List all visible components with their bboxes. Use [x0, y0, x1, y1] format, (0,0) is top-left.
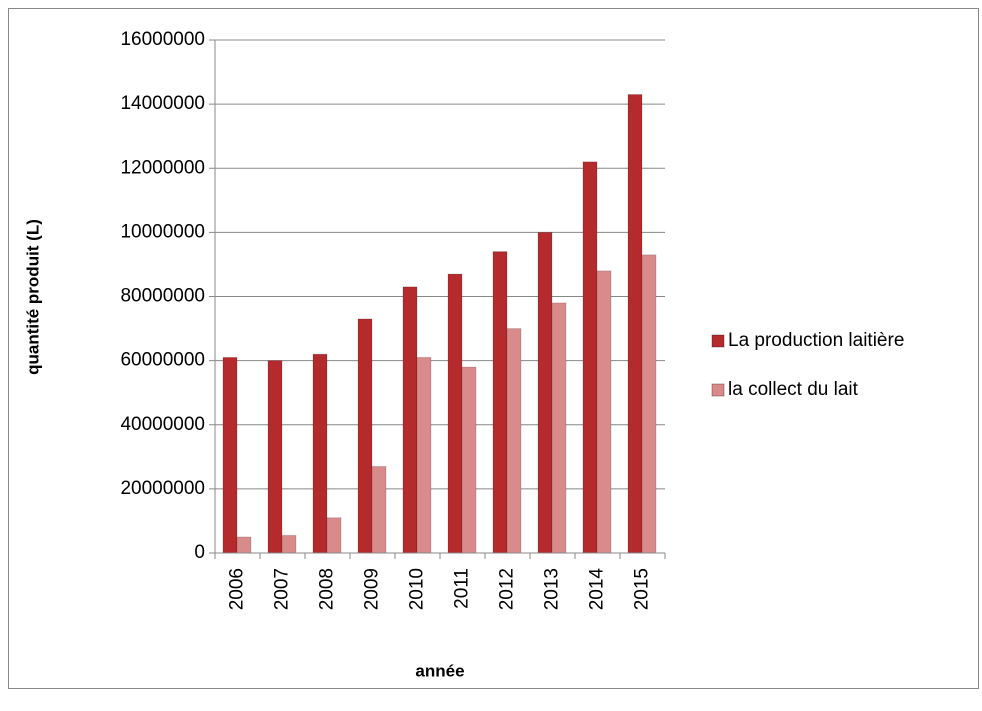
- bar: [326, 517, 342, 554]
- y-tick-label: 16000000: [120, 29, 205, 50]
- y-tick-label: 40000000: [120, 414, 205, 435]
- bar: [357, 318, 373, 554]
- bar: [416, 356, 432, 554]
- x-tick-label: 2010: [407, 568, 428, 610]
- y-tick-label: 14000000: [120, 93, 205, 114]
- x-tick-label: 2009: [362, 568, 383, 610]
- bar: [461, 366, 477, 554]
- legend-label: La production laitière: [728, 330, 904, 351]
- bar: [447, 273, 463, 554]
- y-tick-label: 20000000: [120, 478, 205, 499]
- bar: [281, 534, 297, 554]
- y-tick-label: 0: [194, 542, 205, 563]
- x-axis-label: année: [415, 661, 464, 680]
- x-tick-label: 2008: [317, 568, 338, 610]
- bar: [627, 94, 643, 554]
- bar: [267, 360, 283, 554]
- y-tick-label: 10000000: [120, 221, 205, 242]
- legend-marker: [711, 383, 725, 397]
- x-tick-label: 2012: [497, 568, 518, 610]
- y-tick-label: 80000000: [120, 286, 205, 307]
- x-tick-label: 2011: [452, 568, 473, 609]
- y-axis-label: quantité produit (L): [23, 219, 42, 375]
- bar: [371, 465, 387, 554]
- x-tick-label: 2014: [587, 568, 608, 611]
- bar: [641, 254, 657, 554]
- bar: [582, 161, 598, 554]
- bar: [236, 536, 252, 554]
- x-tick-label: 2006: [227, 568, 248, 610]
- bar: [596, 270, 612, 554]
- y-tick-label: 60000000: [120, 350, 205, 371]
- bar: [312, 353, 328, 554]
- bar: [402, 286, 418, 554]
- bar: [537, 231, 553, 554]
- bar: [492, 251, 508, 554]
- x-tick-label: 2015: [632, 568, 653, 610]
- legend-label: la collect du lait: [728, 379, 859, 400]
- y-tick-label: 12000000: [120, 157, 205, 178]
- bar: [551, 302, 567, 554]
- bar: [506, 328, 522, 554]
- bar: [222, 356, 238, 554]
- legend-marker: [711, 334, 725, 348]
- x-tick-label: 2007: [272, 568, 293, 610]
- x-tick-label: 2013: [542, 568, 563, 610]
